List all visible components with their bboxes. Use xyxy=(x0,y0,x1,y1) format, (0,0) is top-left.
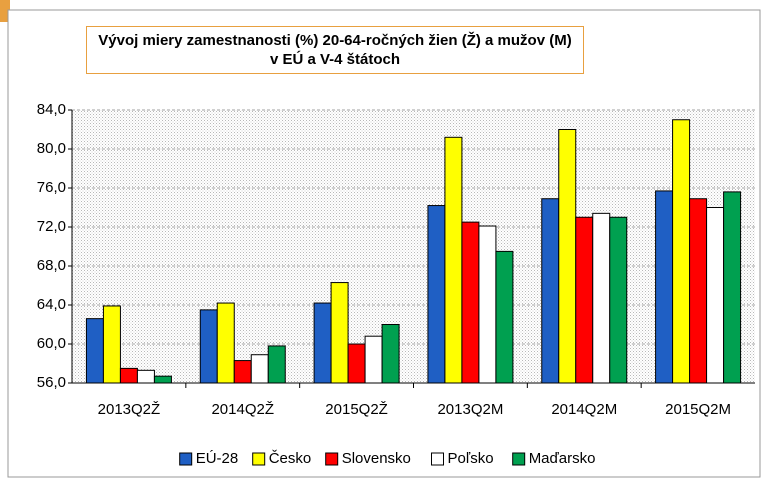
legend-label: Poľsko xyxy=(448,450,494,467)
y-tick-label: 80,0 xyxy=(37,140,66,157)
x-tick-label: 2013Q2Ž xyxy=(98,401,161,418)
chart-title: Vývoj miery zamestnanosti (%) 20-64-ročn… xyxy=(86,26,584,74)
bar xyxy=(723,191,742,384)
y-tick-label: 68,0 xyxy=(37,257,66,274)
bar xyxy=(609,216,628,384)
legend-swatch xyxy=(431,452,444,466)
bar xyxy=(153,375,172,384)
plot-area xyxy=(72,110,755,383)
legend-label: Česko xyxy=(269,450,312,467)
bar xyxy=(592,212,611,384)
bar xyxy=(381,324,400,384)
bar xyxy=(250,354,269,384)
bar xyxy=(267,345,286,384)
y-tick-label: 56,0 xyxy=(37,374,66,391)
bar xyxy=(575,216,594,384)
legend-swatch xyxy=(179,452,193,466)
bar xyxy=(706,207,725,384)
x-tick-label: 2014Q2M xyxy=(551,401,617,418)
bar xyxy=(655,190,674,384)
bar xyxy=(330,282,349,384)
bar xyxy=(672,119,691,384)
bar xyxy=(364,335,383,384)
bar xyxy=(216,302,235,384)
y-tick-label: 64,0 xyxy=(37,296,66,313)
bar xyxy=(478,225,497,384)
x-tick-label: 2015Q2M xyxy=(665,401,731,418)
bar xyxy=(233,360,252,384)
legend-label: EÚ-28 xyxy=(196,450,239,467)
bar xyxy=(199,309,218,384)
bar xyxy=(461,221,480,384)
bar xyxy=(347,343,366,384)
legend-swatch xyxy=(512,452,526,466)
legend-label: Slovensko xyxy=(342,450,411,467)
bar xyxy=(136,369,155,384)
bar xyxy=(495,250,514,384)
x-tick-label: 2013Q2M xyxy=(437,401,503,418)
y-tick-label: 76,0 xyxy=(37,179,66,196)
y-tick-label: 72,0 xyxy=(37,218,66,235)
bar xyxy=(541,198,560,384)
legend-swatch xyxy=(252,452,266,466)
legend-label: Maďarsko xyxy=(529,450,596,467)
bar xyxy=(102,305,121,384)
bar xyxy=(313,302,332,384)
x-tick-label: 2015Q2Ž xyxy=(325,401,388,418)
y-tick-label: 84,0 xyxy=(37,101,66,118)
corner-mark xyxy=(0,0,10,22)
bar xyxy=(427,205,446,384)
bar xyxy=(689,198,708,384)
bar xyxy=(119,367,138,384)
bar xyxy=(558,129,577,384)
y-tick-label: 60,0 xyxy=(37,335,66,352)
x-tick-label: 2014Q2Ž xyxy=(211,401,274,418)
bar xyxy=(85,318,104,384)
legend-swatch xyxy=(325,452,339,466)
bar xyxy=(444,136,463,384)
